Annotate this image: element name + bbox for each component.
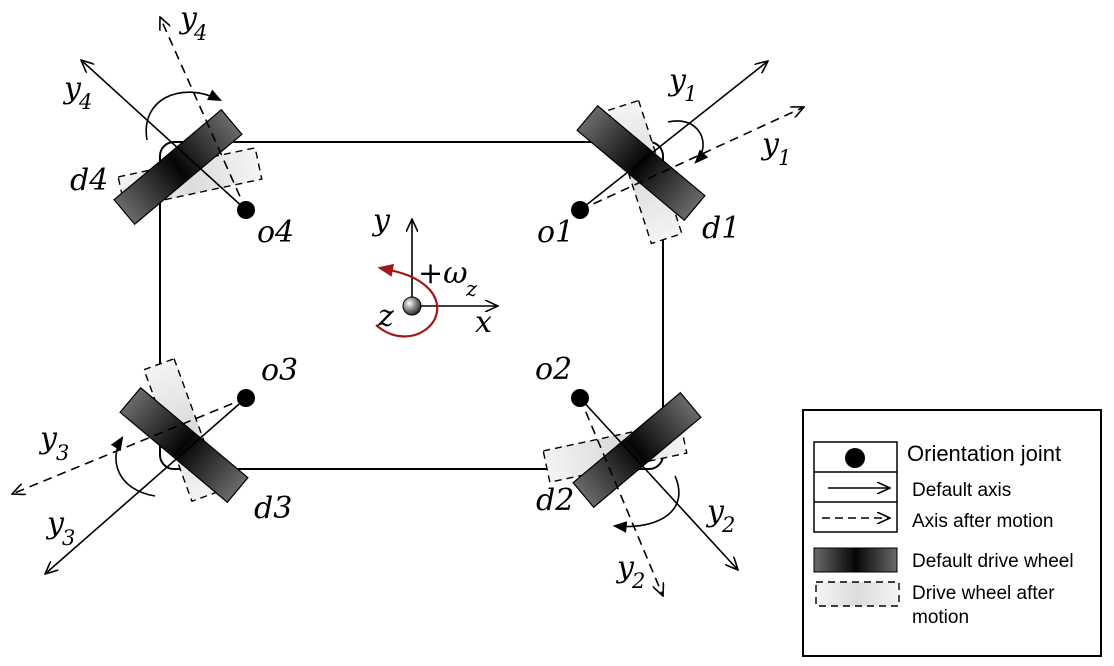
label-y1-moved: y (760, 127, 780, 162)
wheel-3 (119, 386, 249, 504)
label-center-z: z (377, 299, 394, 334)
label-y3-default-sub: 3 (62, 526, 75, 550)
moved-axis-3 (12, 397, 247, 494)
label-y1-moved-sub: 1 (778, 146, 791, 170)
legend-joint-label: Orientation joint (907, 441, 1061, 466)
wheel-4 (113, 108, 243, 226)
label-d2: d2 (536, 483, 574, 518)
legend-ghost-wheel-label-1: Drive wheel after (912, 583, 1055, 604)
legend-default-wheel-label: Default drive wheel (912, 551, 1074, 572)
label-center-x: x (475, 305, 492, 340)
label-d4: d4 (70, 163, 108, 198)
default-axis-4 (81, 60, 247, 211)
label-y4-default-sub: 4 (78, 90, 92, 114)
label-y1-default: y (667, 63, 687, 98)
rotation-arc-1 (667, 120, 709, 164)
legend-symbol-box (813, 441, 898, 533)
label-center-y: y (371, 203, 391, 238)
rotation-arc-3 (110, 436, 156, 497)
label-o1: o1 (537, 215, 574, 250)
label-y2-moved: y (615, 550, 635, 585)
label-y1-default-sub: 1 (684, 82, 697, 106)
label-y3-default: y (45, 506, 65, 541)
label-omega: +ω (418, 256, 468, 291)
label-y2-default-sub: 2 (721, 513, 735, 537)
legend-moved-axis-label: Axis after motion (912, 511, 1054, 532)
joint-o4 (237, 201, 255, 219)
legend-ghost-wheel-label-2: motion (912, 607, 969, 628)
label-o3: o3 (261, 353, 298, 388)
default-axis-1 (579, 61, 768, 211)
legend-default-axis-label: Default axis (912, 480, 1011, 501)
label-d3: d3 (254, 491, 292, 526)
default-axis-2 (579, 397, 738, 570)
rotation-arc-4 (145, 89, 223, 141)
joint-o2 (571, 389, 589, 407)
label-y4-default: y (62, 71, 82, 106)
label-y2-moved-sub: 2 (631, 569, 645, 593)
moved-axis-1 (579, 107, 804, 211)
label-y3-moved-sub: 3 (56, 441, 69, 465)
joint-o3 (237, 389, 255, 407)
wheel-1 (576, 104, 706, 222)
label-d1: d1 (702, 211, 740, 246)
moved-axis-2 (579, 397, 663, 596)
legend-ghost-wheel-icon (815, 581, 900, 607)
label-o4: o4 (257, 215, 294, 250)
center-origin-icon (402, 296, 422, 316)
default-axis-3 (45, 397, 247, 574)
legend: Orientation joint Default axis Axis afte… (802, 409, 1102, 657)
legend-default-wheel-icon (813, 547, 898, 573)
omega-z-arrow (375, 263, 439, 338)
joint-o1 (571, 201, 589, 219)
robot-body (159, 141, 664, 470)
label-y2-default: y (705, 494, 725, 529)
wheel-2 (572, 391, 702, 509)
label-omega-sub: z (465, 277, 478, 301)
rotation-arc-2 (612, 475, 680, 533)
label-y4-moved: y (178, 1, 198, 36)
legend-joint-icon (845, 448, 865, 468)
label-o2: o2 (535, 352, 572, 387)
moved-axis-4 (160, 17, 247, 211)
label-y4-moved-sub: 4 (193, 21, 207, 45)
label-y3-moved: y (38, 421, 58, 456)
